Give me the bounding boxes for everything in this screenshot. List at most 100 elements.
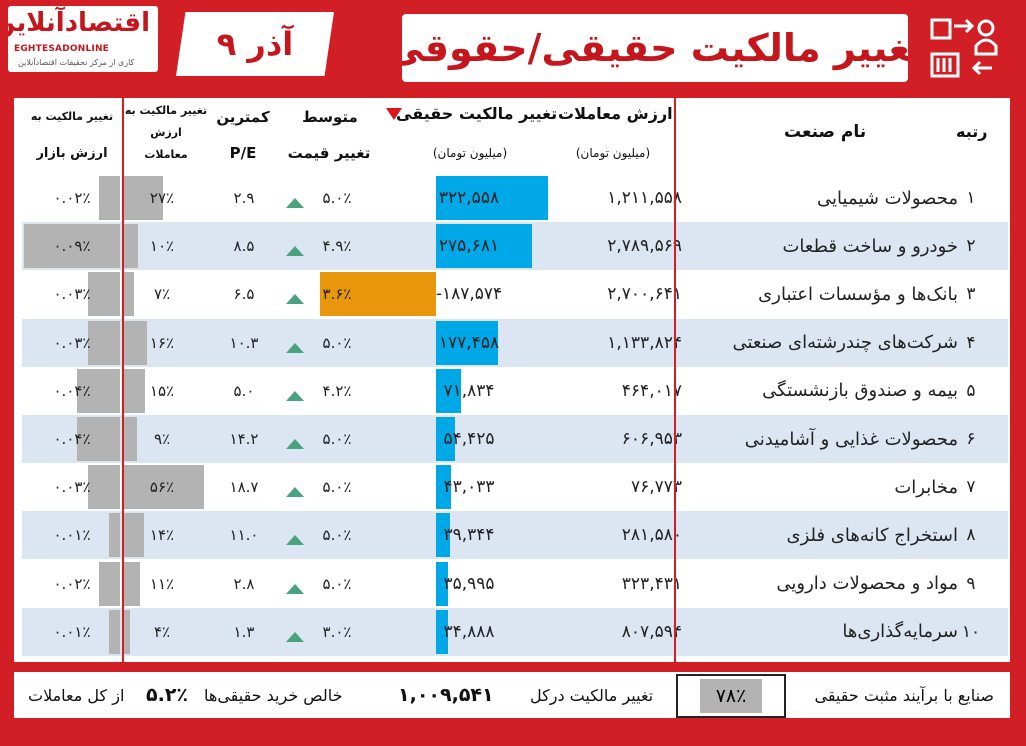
up-arrow-icon [286,535,304,546]
logo-tagline: کاری از مرکز تحقیقات اقتصادآنلاین [18,58,135,67]
avg-change-cell: ۴.۹٪ [322,237,352,256]
ratio-trade-bar [124,176,163,220]
real-change-cell: ۳۴,۸۸۸ [443,621,495,642]
min-pe-cell: ۲.۸ [233,574,255,593]
table-row: ۲ خودرو و ساخت قطعات ۲,۷۸۹,۵۶۹ ۲۷۵,۶۸۱ ۴.۹٪ ۸… [22,222,1008,271]
column-divider [674,98,676,662]
ratio-trade-cell: ۵۶٪ [149,478,175,497]
sort-desc-icon [386,108,402,120]
ratio-mcap-bar [88,320,120,365]
table-row: ۶ محصولات غذایی و آشامیدنی ۶۰۶,۹۵۳ ۵۴,۴۲۵ ۵.… [22,415,1008,463]
ratio-mcap-cell: ۰.۰۹٪ [53,237,91,256]
industry-cell: سرمایه‌گذاری‌ها [842,621,958,643]
date-text: ۹ آذر [216,25,294,63]
logo-en-text: EGHTESADONLINE [14,44,110,54]
avg-change-cell: ۵.۰٪ [322,526,352,545]
ratio-trade-bar [124,320,147,365]
industry-cell: استخراج کانه‌های فلزی [786,524,959,546]
header-industry: نام صنعت [784,122,867,142]
min-pe-cell: ۸.۵ [233,237,255,256]
avg-change-cell: ۵.۰٪ [322,333,352,352]
ratio-trade-cell: ۹٪ [153,430,171,448]
min-pe-cell: ۱۴.۲ [229,430,259,448]
up-arrow-icon [286,390,304,401]
min-pe-cell: ۱.۳ [233,622,255,641]
industry-cell: شرکت‌های چندرشته‌ای صنعتی [732,332,958,354]
real-change-bar [436,368,461,413]
real-change-cell: ۱۷۷,۴۵۸ [438,332,500,353]
up-arrow-icon [286,294,304,305]
real-change-cell: ۲۷۵,۶۸۱ [438,236,500,257]
industry-cell: بیمه و صندوق بازنشستگی [762,380,958,402]
real-change-bar [436,176,548,220]
header-ratio-trade-3: معاملات [144,148,188,161]
ratio-mcap-bar [98,561,120,606]
rank-cell: ۲ [966,236,976,257]
ratio-trade-bar [124,417,137,461]
industry-cell: محصولات شیمیایی [817,187,958,209]
avg-change-cell: ۴.۲٪ [322,381,352,400]
total-change-value: ۱,۰۰۹,۵۴۱ [398,684,494,706]
industry-cell: خودرو و ساخت قطعات [782,235,958,257]
avg-change-cell: ۳.۰٪ [322,622,352,641]
trade-value-cell: ۲۸۱,۵۸۰ [621,525,682,546]
ratio-mcap-cell: ۰.۰۳٪ [53,478,91,497]
avg-change-cell: ۵.۰٪ [322,189,352,207]
ratio-trade-bar [124,513,144,558]
header-ratio-trade-2: ارزش [150,126,182,139]
rank-cell: ۶ [966,429,976,449]
ratio-trade-bar [124,465,204,510]
ratio-mcap-cell: ۰.۰۲٪ [53,574,91,593]
real-change-bar [436,609,449,654]
min-pe-cell: ۲.۹ [233,189,255,207]
summary-footer: صنایع با برآیند مثبت حقیقی ۷۸٪ تغییر مال… [14,672,1010,718]
ratio-mcap-cell: ۰.۰۴٪ [53,430,91,448]
ratio-trade-cell: ۱۶٪ [149,333,175,352]
industry-cell: مواد و محصولات دارویی [776,573,958,595]
header-trade-value: ارزش معاملات [558,104,673,123]
trade-value-cell: ۳۲۳,۴۳۱ [621,573,682,594]
real-change-bar [436,513,450,558]
avg-change-cell: ۵.۰٪ [322,574,352,593]
header-real-change: تغییر مالکیت حقیقی [396,104,558,123]
table-row: ۱۰ سرمایه‌گذاری‌ها ۸۰۷,۵۹۴ ۳۴,۸۸۸ ۳.۰٪ ۱.۳ ۴٪ ۰… [22,607,1008,656]
ratio-mcap-bar [109,513,120,558]
min-pe-cell: ۱۱.۰ [229,526,259,545]
title-box: تغییر مالکیت حقیقی/حقوقی [402,14,908,82]
up-arrow-icon [286,246,304,257]
industry-cell: محصولات غذایی و آشامیدنی [744,428,958,450]
avg-change-cell: ۳.۶٪ [322,285,352,304]
up-arrow-icon [286,342,304,353]
real-change-cell: ۳۵,۹۹۵ [443,573,495,594]
ratio-trade-bar [124,609,130,654]
up-arrow-icon [286,583,304,594]
header-min-pe-1: کمترین [216,108,270,126]
real-change-cell: ۵۴,۴۲۵ [443,429,495,449]
ownership-change-icon [930,18,998,78]
trade-value-cell: ۴۶۴,۰۱۷ [621,380,682,401]
ratio-mcap-bar [109,609,120,654]
net-real-buy-label: خالص خرید حقیقی‌ها [204,685,343,705]
table-row: ۷ مخابرات ۷۶,۷۷۳ ۴۳,۰۳۳ ۵.۰٪ ۱۸.۷ ۵۶٪ ۰.۰۳٪ [22,463,1008,511]
total-change-label: تغییر مالکیت درکل [530,685,654,705]
real-change-cell: ۳۹,۳۴۴ [443,525,495,546]
real-change-bar [436,224,532,269]
header-ratio-mcap-2: ارزش بازار [36,146,108,161]
up-arrow-icon [286,439,304,449]
net-real-buy-suffix: از کل معاملات [28,685,125,705]
rank-cell: ۴ [966,332,976,353]
trade-value-cell: ۱,۱۳۳,۸۲۴ [607,332,682,353]
ratio-trade-bar [124,368,146,413]
min-pe-cell: ۵.۰ [233,381,255,400]
trade-value-cell: ۷۶,۷۷۳ [630,477,682,498]
real-change-bar-negative [319,272,436,317]
ratio-mcap-cell: ۰.۰۴٪ [53,381,91,400]
header-trade-value-unit: (میلیون تومان) [575,146,651,160]
positive-industries-value: ۷۸٪ [715,685,747,707]
header-min-pe-2: P/E [229,144,257,162]
column-divider [122,98,124,662]
ratio-mcap-cell: ۰.۰۳٪ [53,285,91,304]
ratio-mcap-cell: ۰.۰۱٪ [53,622,91,641]
header-rank: رتبه [956,122,988,141]
